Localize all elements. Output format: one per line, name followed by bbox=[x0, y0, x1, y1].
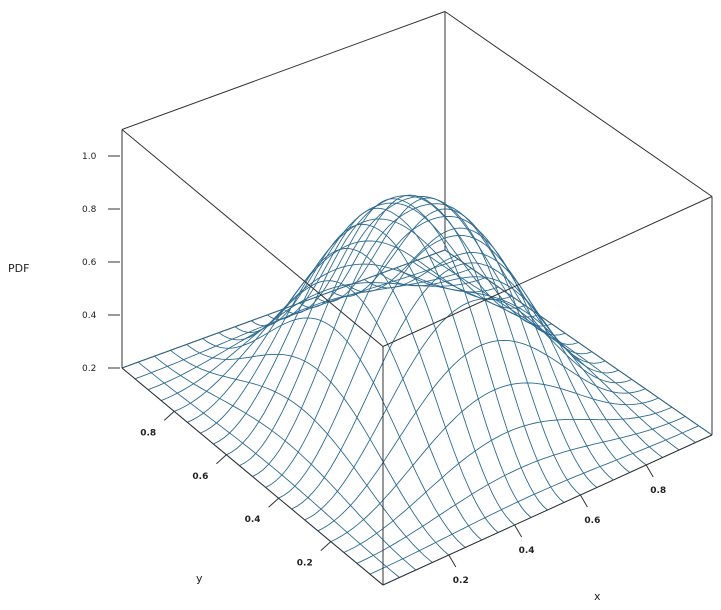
surface-line bbox=[186, 344, 450, 556]
surface-line bbox=[331, 208, 598, 488]
surface-line bbox=[174, 263, 499, 412]
x-tick-mark bbox=[448, 554, 457, 568]
y-tick-mark bbox=[320, 541, 332, 551]
surface-line bbox=[161, 277, 486, 402]
box-edge bbox=[444, 11, 713, 197]
z-tick-label: 1.0 bbox=[82, 152, 97, 162]
surface-line bbox=[147, 268, 472, 391]
y-tick-label: 0.8 bbox=[140, 428, 156, 438]
surface-line bbox=[428, 255, 696, 443]
x-axis-label: x bbox=[594, 590, 601, 603]
surface-line bbox=[291, 262, 619, 510]
surface-line bbox=[278, 235, 606, 499]
surface-line bbox=[299, 194, 565, 503]
surface-line bbox=[226, 195, 552, 456]
plot-box-front-edges bbox=[121, 129, 713, 586]
surface-line bbox=[396, 267, 663, 458]
x-tick-mark bbox=[579, 494, 588, 508]
surface-line bbox=[202, 317, 466, 548]
y-tick-mark bbox=[268, 497, 279, 508]
surface-line bbox=[134, 258, 459, 380]
x-tick-label: 0.8 bbox=[650, 486, 666, 496]
surface-line bbox=[412, 261, 680, 451]
surface-line bbox=[444, 249, 713, 436]
surface-line bbox=[213, 202, 539, 445]
box-edge bbox=[121, 11, 446, 130]
y-tick-label: 0.4 bbox=[245, 515, 261, 525]
x-tick-mark bbox=[645, 464, 654, 478]
y-tick-label: 0.6 bbox=[192, 472, 208, 482]
z-tick-label: 0.8 bbox=[82, 205, 97, 215]
surface-line bbox=[356, 416, 686, 564]
box-edge bbox=[121, 367, 384, 586]
y-axis-label: y bbox=[196, 572, 203, 585]
z-tick-label: 0.6 bbox=[82, 258, 97, 268]
z-axis-label: PDF bbox=[8, 262, 29, 275]
surface-line bbox=[137, 361, 400, 578]
box-edge bbox=[382, 434, 713, 586]
box-edge bbox=[121, 129, 384, 347]
box-edge bbox=[382, 196, 713, 347]
surface-line bbox=[380, 273, 647, 466]
surface-line bbox=[121, 249, 446, 369]
z-tick-label: 0.2 bbox=[82, 364, 96, 374]
surface-line bbox=[200, 218, 526, 434]
x-tick-mark bbox=[514, 524, 523, 538]
surface-line bbox=[187, 240, 512, 423]
y-tick-mark bbox=[163, 411, 175, 421]
surface-line bbox=[317, 339, 646, 532]
x-tick-label: 0.6 bbox=[584, 516, 600, 526]
x-tick-label: 0.4 bbox=[519, 546, 535, 556]
surface-line bbox=[283, 198, 548, 511]
y-tick-mark bbox=[216, 454, 227, 465]
surface-line bbox=[170, 349, 433, 563]
surface-line bbox=[364, 252, 631, 473]
surface-line bbox=[347, 227, 614, 481]
y-tick-label: 0.2 bbox=[297, 559, 313, 569]
surface-wireframe bbox=[121, 194, 713, 586]
axis-ticks: 0.2 0.4 0.6 0.8 1.0 0.2 0.4 0.6 0.8 0.2 0.4 0.6 0.8 bbox=[82, 152, 666, 586]
x-tick-label: 0.2 bbox=[453, 576, 469, 586]
surface-line bbox=[252, 203, 579, 477]
surface-line bbox=[239, 196, 566, 467]
z-tick-label: 0.4 bbox=[82, 311, 97, 321]
surface-line bbox=[330, 382, 659, 543]
surface-line bbox=[315, 197, 581, 496]
